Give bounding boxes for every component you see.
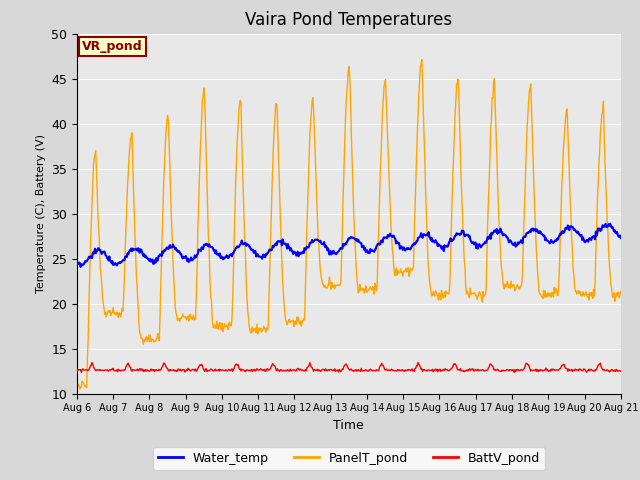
Y-axis label: Temperature (C), Battery (V): Temperature (C), Battery (V) — [36, 134, 45, 293]
Title: Vaira Pond Temperatures: Vaira Pond Temperatures — [245, 11, 452, 29]
Text: VR_pond: VR_pond — [82, 40, 143, 53]
Legend: Water_temp, PanelT_pond, BattV_pond: Water_temp, PanelT_pond, BattV_pond — [152, 447, 545, 469]
X-axis label: Time: Time — [333, 419, 364, 432]
